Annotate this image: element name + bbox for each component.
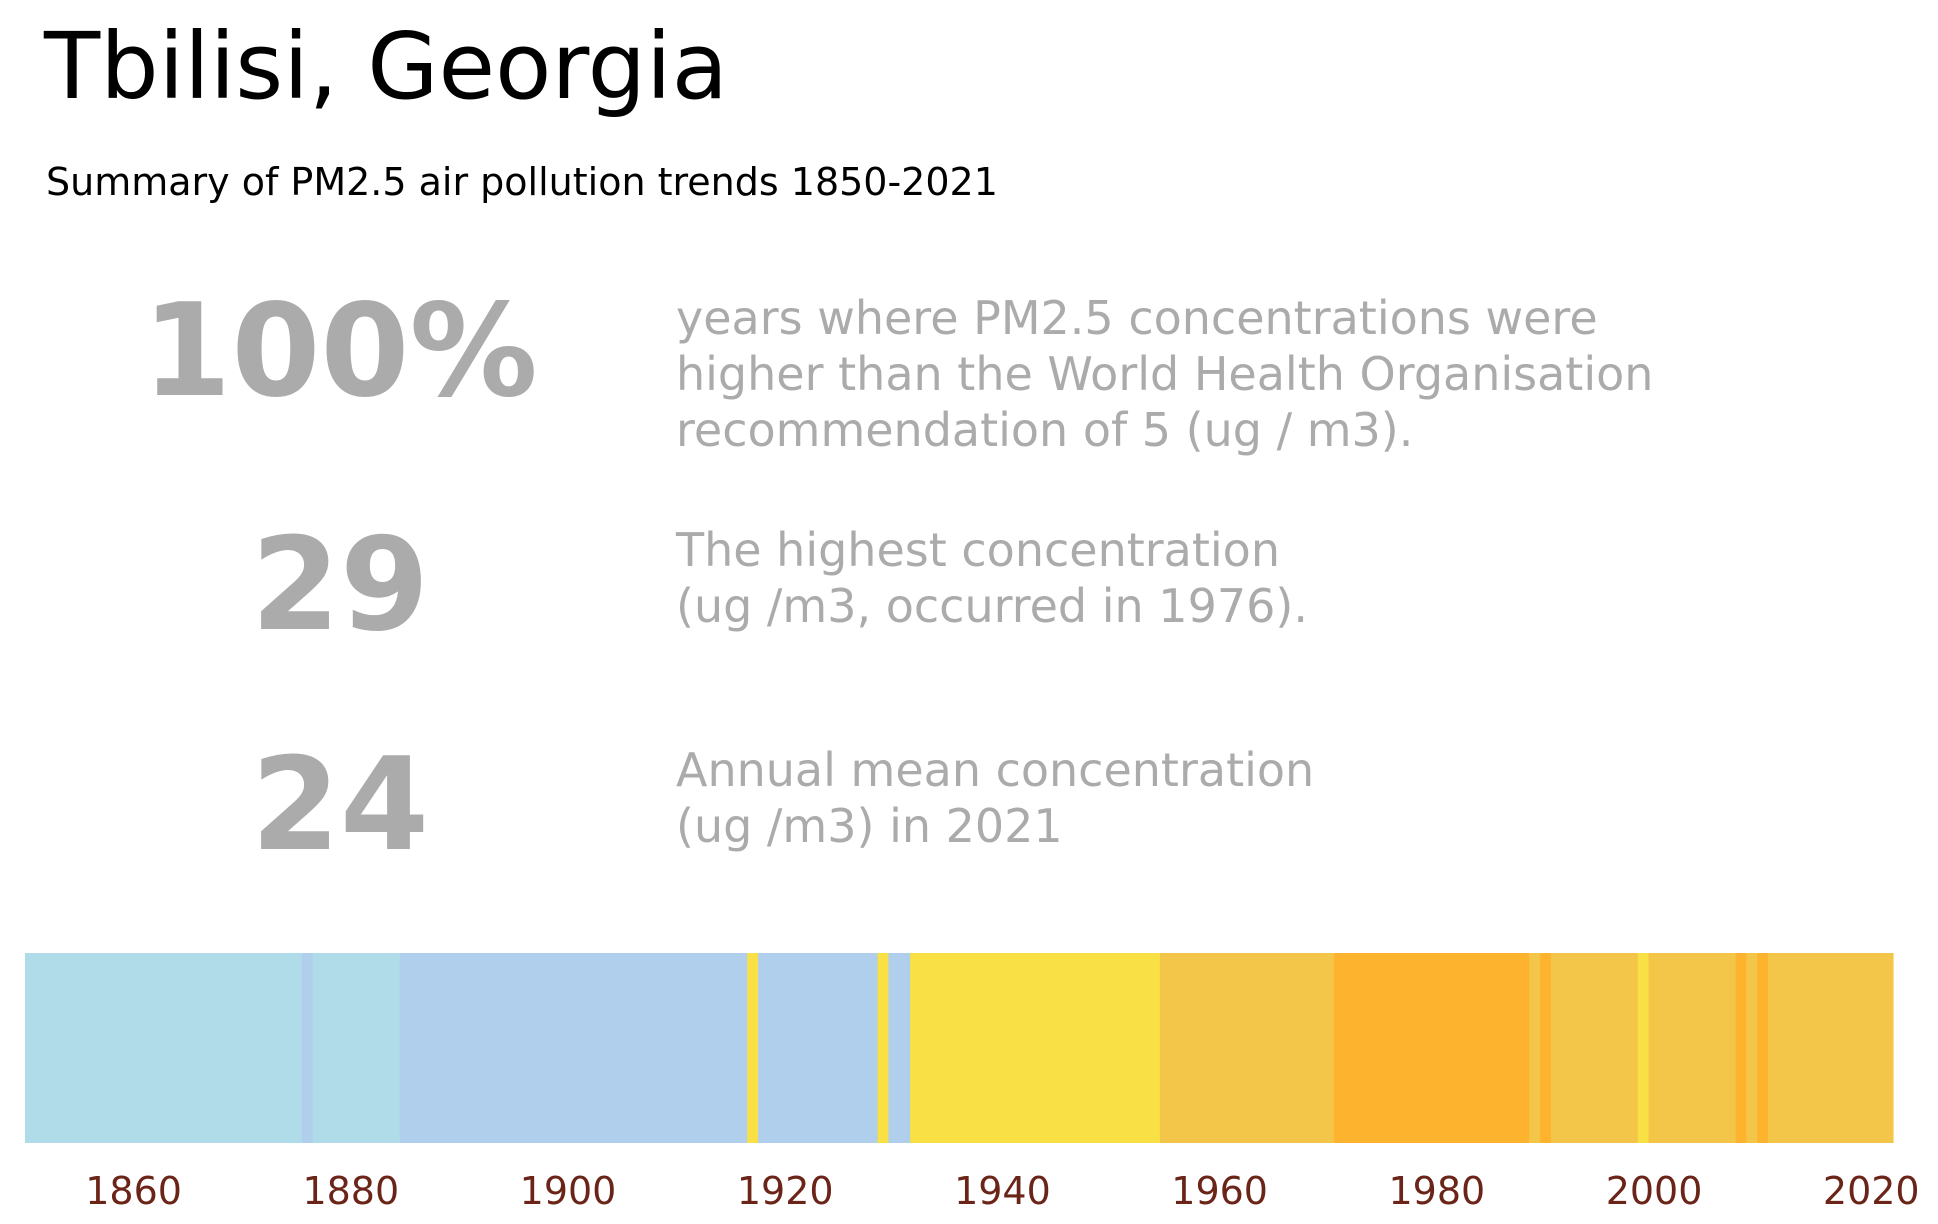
- stat-highest-description: The highest concentration (ug /m3, occur…: [676, 522, 1896, 634]
- x-tick-label: 1960: [1171, 1169, 1268, 1213]
- stripe-band: [399, 953, 748, 1143]
- stripe-band: [1550, 953, 1639, 1143]
- stripe-band: [877, 953, 890, 1143]
- x-tick-label: 1860: [85, 1169, 182, 1213]
- stripe-band: [1757, 953, 1769, 1143]
- stripe-band: [301, 953, 314, 1143]
- x-tick-label: 1940: [954, 1169, 1051, 1213]
- stripe-band: [888, 953, 911, 1143]
- stat-percent-line: higher than the World Health Organisatio…: [676, 347, 1654, 401]
- stripe-band: [1529, 953, 1541, 1143]
- x-tick-label: 1980: [1389, 1169, 1486, 1213]
- stripe-band: [1648, 953, 1737, 1143]
- stripe-band: [1735, 953, 1747, 1143]
- stripe-band: [1333, 953, 1530, 1143]
- stripe-band: [312, 953, 401, 1143]
- stat-annual-mean-value: 24: [250, 731, 430, 880]
- page-subtitle: Summary of PM2.5 air pollution trends 18…: [46, 160, 998, 204]
- stat-annual-mean-line: (ug /m3) in 2021: [676, 799, 1063, 853]
- stripe-band: [1637, 953, 1650, 1143]
- stat-highest-line: The highest concentration: [676, 523, 1280, 577]
- stat-annual-mean-line: Annual mean concentration: [676, 743, 1315, 797]
- stripe-band: [747, 953, 759, 1143]
- stat-percent-description: years where PM2.5 concentrations were hi…: [676, 290, 1896, 458]
- stat-highest-value: 29: [250, 511, 430, 660]
- stripe-band: [910, 953, 1161, 1143]
- stat-percent-line: years where PM2.5 concentrations were: [676, 291, 1598, 345]
- x-tick-label: 1920: [737, 1169, 834, 1213]
- x-tick-label: 2020: [1823, 1169, 1920, 1213]
- x-tick-label: 1880: [302, 1169, 399, 1213]
- stat-percent-line: recommendation of 5 (ug / m3).: [676, 403, 1414, 457]
- stat-percent-value: 100%: [142, 277, 538, 426]
- stat-annual-mean-description: Annual mean concentration (ug /m3) in 20…: [676, 742, 1896, 854]
- stripe-band: [1746, 953, 1758, 1143]
- page-title: Tbilisi, Georgia: [44, 13, 728, 120]
- stripe-band: [25, 953, 303, 1143]
- stripe-band: [758, 953, 879, 1143]
- stripe-band: [1159, 953, 1335, 1143]
- x-tick-label: 2000: [1606, 1169, 1703, 1213]
- stripe-bands: [25, 953, 1894, 1143]
- x-axis-ticks: 1860 1880 1900 1920 1940 1960 1980 2000 2020: [85, 1169, 1919, 1213]
- x-tick-label: 1900: [520, 1169, 617, 1213]
- stat-highest-line: (ug /m3, occurred in 1976).: [676, 579, 1308, 633]
- stripe-band: [1540, 953, 1552, 1143]
- stripe-band: [1768, 953, 1894, 1143]
